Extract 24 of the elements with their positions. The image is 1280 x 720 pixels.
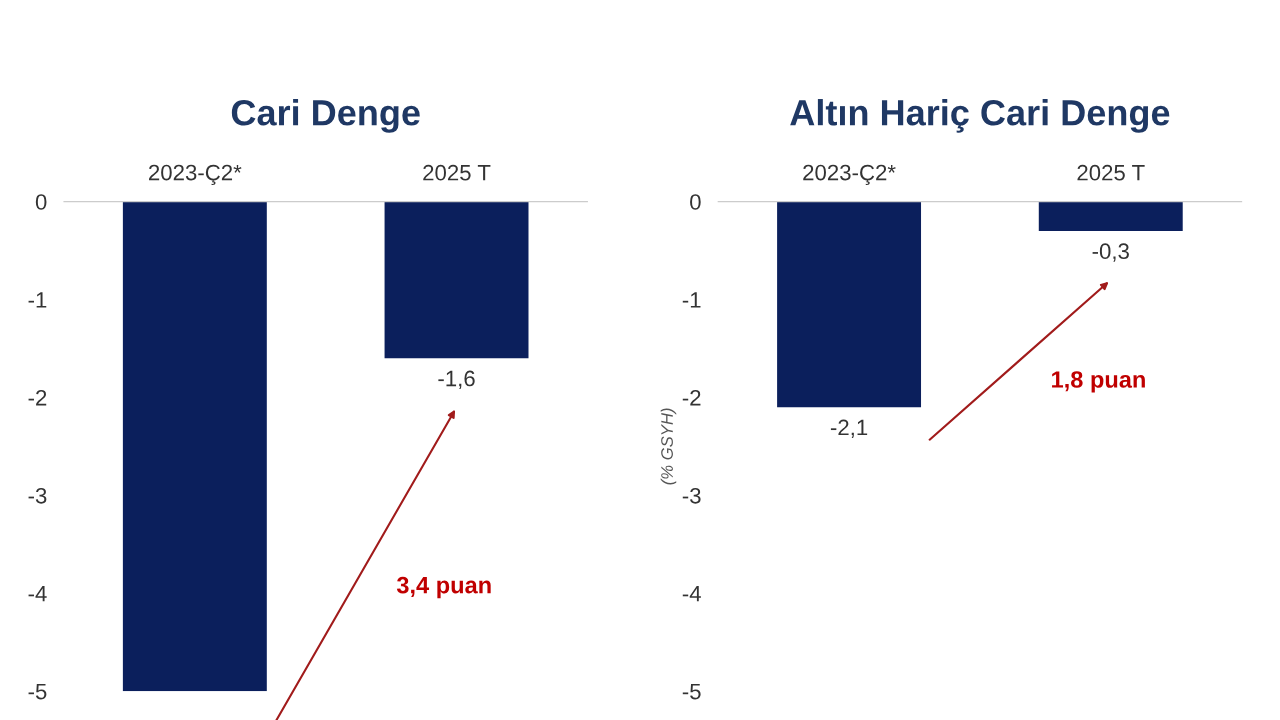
y-tick-label: -2 — [28, 389, 47, 406]
y-tick-label: -3 — [28, 487, 47, 504]
annotation: 1,8 puan — [1052, 371, 1145, 393]
y-tick-label: 0 — [35, 194, 47, 210]
data-label: -2,1 — [830, 419, 868, 438]
data-label: -0,3 — [1092, 243, 1129, 262]
chart-title: Cari Denge — [231, 99, 420, 133]
x-tick-label: 2025 T — [1077, 164, 1145, 181]
y-tick-label: -3 — [682, 487, 701, 504]
y-tick-label: -4 — [682, 586, 701, 602]
y-tick-label: -4 — [28, 586, 47, 602]
x-tick-label: 2023-Ç2* — [149, 164, 242, 185]
y-tick-label: -1 — [28, 292, 47, 308]
y-tick-label: -1 — [682, 292, 701, 308]
data-label: -1,6 — [438, 370, 475, 389]
x-tick-label: 2025 T — [423, 164, 491, 181]
x-tick-label: 2023-Ç2* — [803, 164, 896, 185]
y-axis-title: (% GSYH) — [660, 408, 677, 485]
y-tick-label: -2 — [682, 389, 701, 406]
annotation: 3,4 puan — [396, 576, 491, 599]
y-tick-label: -5 — [28, 683, 47, 700]
chart-title: Altın Hariç Cari Denge — [790, 99, 1170, 133]
y-tick-label: 0 — [690, 194, 701, 210]
y-tick-label: -5 — [682, 683, 701, 700]
